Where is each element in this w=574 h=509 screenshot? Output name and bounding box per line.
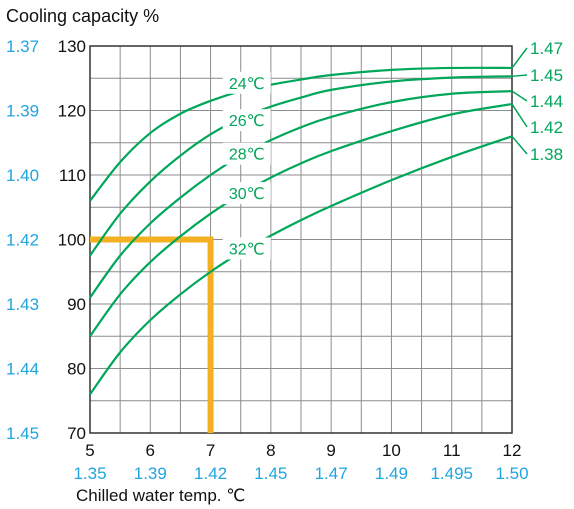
curve-labels: 24℃ 26℃ 28℃ 30℃ 32℃ [222, 71, 271, 260]
y-secondary-label: 1.44 [6, 360, 39, 379]
right-leader-line [511, 90, 528, 102]
x-tick-labels: 5 6 7 8 9 10 11 12 [85, 441, 521, 460]
y-secondary-label: 1.40 [6, 166, 39, 185]
y-secondary-labels: 1.37 1.39 1.40 1.42 1.43 1.44 1.45 [6, 37, 39, 443]
x-secondary-label: 1.47 [315, 464, 348, 483]
x-axis-label: Chilled water temp. ℃ [76, 486, 245, 505]
y-secondary-label: 1.43 [6, 295, 39, 314]
y-tick-labels: 130 120 110 100 90 80 70 [58, 37, 86, 443]
right-end-labels: 1.47 1.45 1.44 1.42 1.38 [511, 39, 563, 164]
y-tick-label: 80 [67, 360, 86, 379]
x-secondary-label: 1.39 [134, 464, 167, 483]
curve-label-bg [222, 71, 271, 94]
curve-label-bg [222, 109, 271, 132]
x-secondary-label: 1.45 [254, 464, 287, 483]
curve-label-4: 32℃ [229, 242, 265, 259]
x-secondary-label: 1.42 [194, 464, 227, 483]
x-tick-label: 6 [146, 441, 155, 460]
chart-title: Cooling capacity % [6, 6, 159, 26]
x-tick-label: 7 [206, 441, 215, 460]
x-tick-label: 11 [443, 441, 461, 460]
right-end-label: 1.42 [530, 118, 563, 137]
x-tick-label: 8 [266, 441, 275, 460]
right-leader-line [511, 47, 528, 69]
y-secondary-label: 1.37 [6, 37, 39, 56]
y-tick-label: 100 [58, 231, 86, 250]
y-tick-label: 130 [58, 37, 86, 56]
y-secondary-label: 1.42 [6, 231, 39, 250]
x-secondary-label: 1.49 [375, 464, 408, 483]
curve-label-3: 30℃ [229, 186, 265, 203]
x-tick-label: 9 [326, 441, 335, 460]
right-end-label: 1.47 [530, 39, 563, 58]
right-end-label: 1.44 [530, 92, 563, 111]
x-secondary-label: 1.35 [73, 464, 106, 483]
curve-label-1: 26℃ [229, 113, 265, 130]
x-tick-label: 5 [85, 441, 94, 460]
right-leader-line [511, 103, 528, 128]
x-secondary-label: 1.50 [495, 464, 528, 483]
x-secondary-labels: 1.35 1.39 1.42 1.45 1.47 1.49 1.495 1.50 [73, 464, 528, 483]
right-end-label: 1.38 [530, 145, 563, 164]
right-end-label: 1.45 [530, 66, 563, 85]
y-tick-label: 110 [59, 166, 86, 185]
y-secondary-label: 1.45 [6, 424, 39, 443]
right-leader-line [511, 135, 528, 155]
y-secondary-label: 1.39 [6, 102, 39, 121]
y-tick-label: 70 [67, 424, 86, 443]
curve-label-2: 28℃ [229, 147, 265, 164]
y-tick-label: 90 [67, 295, 86, 314]
curve-label-bg [222, 237, 271, 260]
curve-label-bg [222, 142, 271, 165]
x-tick-label: 10 [382, 441, 401, 460]
curve-label-bg [222, 182, 271, 205]
right-leader-line [511, 74, 528, 78]
curve-label-0: 24℃ [229, 76, 265, 93]
x-secondary-label: 1.495 [430, 464, 473, 483]
x-tick-label: 12 [503, 441, 522, 460]
y-tick-label: 120 [58, 102, 86, 121]
